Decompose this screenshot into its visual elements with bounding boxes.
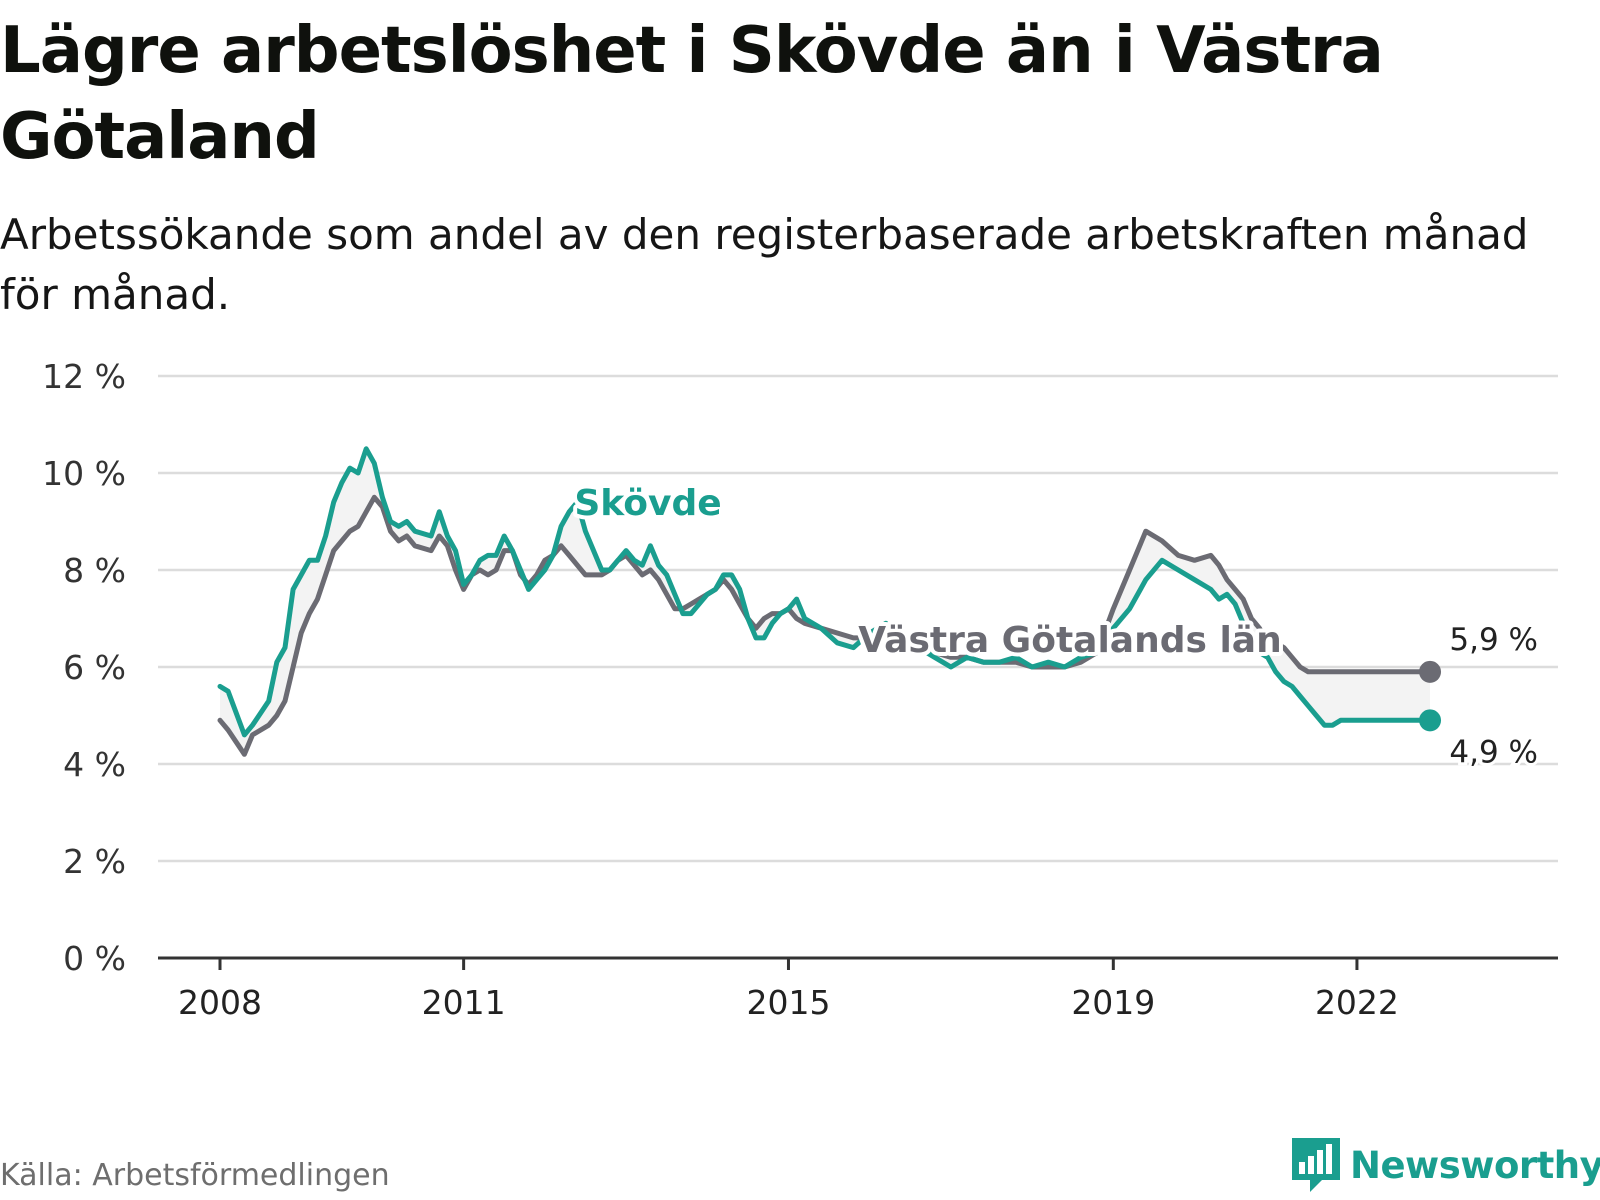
y-tick-label: 4 % [63,745,126,784]
x-axis: 2008 2011 2015 2019 2022 [158,956,1558,1022]
y-tick-label: 12 % [42,357,126,396]
end-label-vastra-gotaland: 5,9 % [1449,622,1538,658]
brand-name: Newsworthy [1350,1143,1600,1187]
x-tick-label: 2019 [1071,983,1155,1022]
y-tick-label: 2 % [63,842,126,881]
chart-title: Lägre arbetslöshet i Skövde än i Västra … [0,14,1384,174]
series-label-skovde: Skövde [574,483,721,524]
x-tick-label: 2011 [422,983,506,1022]
series-labels: Skövde Västra Götalands län 5,9 % 4,9 % [570,479,1541,773]
y-tick-label: 6 % [63,648,126,687]
series-lines [217,446,1442,757]
end-label-skovde: 4,9 % [1449,734,1538,770]
series-line-skovde [217,446,1433,738]
series-line-vastra-gotaland [217,494,1433,757]
x-tick-label: 2022 [1315,983,1399,1022]
end-point-skovde [1419,709,1442,732]
chart-subtitle: Arbetssökande som andel av den registerb… [0,210,1529,319]
newsworthy-icon [1292,1138,1340,1192]
end-point-vastra-gotaland [1419,660,1442,683]
line-chart: 0 % 2 % 4 % 6 % 8 % 10 % 12 % 2008 2011 2015 2019… [42,357,1558,1022]
difference-area [220,448,1430,755]
brand-logo: Newsworthy [1290,1138,1600,1192]
series-label-vastra-gotaland: Västra Götalands län [858,620,1281,661]
x-tick-label: 2008 [178,983,262,1022]
y-axis-ticks: 0 % 2 % 4 % 6 % 8 % 10 % 12 % [42,357,126,978]
y-tick-label: 10 % [42,454,126,493]
y-tick-label: 8 % [63,551,126,590]
x-tick-label: 2015 [746,983,830,1022]
gridlines [158,374,1558,863]
y-tick-label: 0 % [63,939,126,978]
source-note: Källa: Arbetsförmedlingen [0,1158,390,1193]
difference-band [220,448,1430,755]
